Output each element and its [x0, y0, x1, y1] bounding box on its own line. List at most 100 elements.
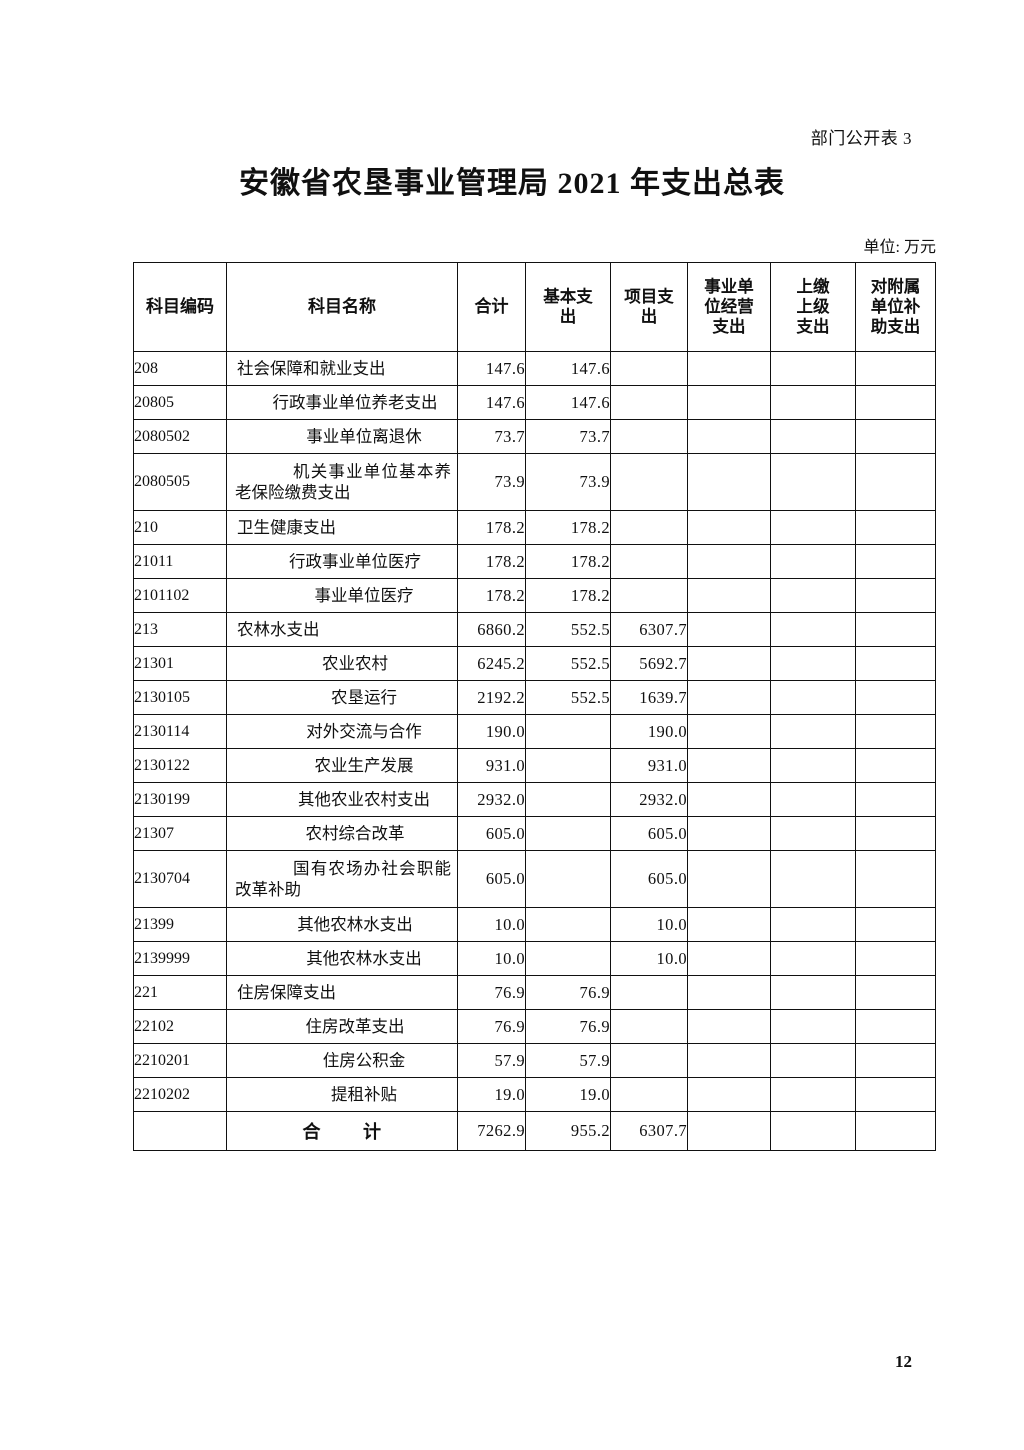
- cell-upper-level-expenditure: [770, 941, 856, 976]
- cell-operating-expenditure: [687, 578, 771, 613]
- cell-operating-expenditure: [687, 850, 771, 908]
- cell-basic-expenditure: 552.5: [525, 612, 611, 647]
- cell-upper-level-expenditure: [770, 453, 856, 511]
- cell-upper-level-expenditure: [770, 385, 856, 420]
- expenditure-table: 科目编码 科目名称 合计 基本支出 项目支出 事业单 位经营 支出 上缴 上级 支出 对…: [133, 262, 936, 1151]
- cell-subject-code: 2210202: [133, 1077, 227, 1112]
- cell-subject-code: 2139999: [133, 941, 227, 976]
- cell-subject-code: 2080505: [133, 453, 227, 511]
- cell-upper-level-expenditure: [770, 816, 856, 851]
- cell-operating-expenditure: [687, 419, 771, 454]
- cell-subject-name: 行政事业单位养老支出: [226, 385, 458, 420]
- column-header-code: 科目编码: [133, 262, 227, 352]
- cell-basic-expenditure: 73.9: [525, 453, 611, 511]
- cell-upper-level-expenditure: [770, 510, 856, 545]
- cell-upper-level-expenditure: [770, 714, 856, 749]
- cell-project-expenditure: 5692.7: [610, 646, 688, 681]
- cell-total: 2932.0: [457, 782, 526, 817]
- column-header-operating-text: 事业单 位经营 支出: [704, 276, 754, 337]
- cell-subsidiary-expenditure: [855, 680, 936, 715]
- cell-subject-code: 208: [133, 351, 227, 386]
- cell-upper-level-expenditure: [770, 351, 856, 386]
- cell-subsidiary-expenditure: [855, 612, 936, 647]
- cell-subject-name: 卫生健康支出: [226, 510, 458, 545]
- cell-subject-name: 机关事业单位基本养老保险缴费支出: [226, 453, 458, 511]
- cell-total: 147.6: [457, 351, 526, 386]
- cell-total: 931.0: [457, 748, 526, 783]
- cell-subsidiary-expenditure: [855, 544, 936, 579]
- cell-total: 2192.2: [457, 680, 526, 715]
- cell-operating-expenditure: [687, 544, 771, 579]
- cell-total: 73.7: [457, 419, 526, 454]
- cell-total: 76.9: [457, 1009, 526, 1044]
- table-header-row: 科目编码 科目名称 合计 基本支出 项目支出 事业单 位经营 支出 上缴 上级 支出 对…: [133, 262, 936, 352]
- table-row: 21307 农村综合改革 605.0 605.0: [133, 816, 936, 851]
- cell-subject-code: 213: [133, 612, 227, 647]
- cell-upper-level-expenditure: [770, 680, 856, 715]
- cell-project-expenditure: 10.0: [610, 907, 688, 942]
- cell-subsidiary-expenditure: [855, 646, 936, 681]
- cell-subject-name: 其他农业农村支出: [226, 782, 458, 817]
- cell-upper-level-expenditure: [770, 850, 856, 908]
- cell-subject-name: 住房改革支出: [226, 1009, 458, 1044]
- cell-operating-expenditure: [687, 941, 771, 976]
- cell-total: 605.0: [457, 816, 526, 851]
- cell-total: 6245.2: [457, 646, 526, 681]
- cell-subject-name: 其他农林水支出: [226, 907, 458, 942]
- cell-subject-code: [133, 1111, 227, 1151]
- table-row: 2210201 住房公积金 57.9 57.9: [133, 1043, 936, 1078]
- cell-total-label: 合计: [226, 1111, 458, 1151]
- cell-upper-level-expenditure: [770, 578, 856, 613]
- cell-basic-expenditure: [525, 816, 611, 851]
- cell-project-expenditure: [610, 510, 688, 545]
- cell-upper-level-expenditure: [770, 419, 856, 454]
- cell-project-expenditure: 931.0: [610, 748, 688, 783]
- cell-subject-name: 行政事业单位医疗: [226, 544, 458, 579]
- cell-basic-expenditure: 147.6: [525, 351, 611, 386]
- table-row: 213 农林水支出 6860.2 552.5 6307.7: [133, 612, 936, 647]
- cell-upper-level-expenditure: [770, 646, 856, 681]
- cell-upper-level-expenditure: [770, 748, 856, 783]
- cell-project-expenditure: [610, 578, 688, 613]
- cell-project-expenditure: 605.0: [610, 816, 688, 851]
- table-row: 21011 行政事业单位医疗 178.2 178.2: [133, 544, 936, 579]
- column-header-basic-text: 基本支出: [543, 286, 593, 326]
- cell-upper-level-expenditure: [770, 782, 856, 817]
- cell-subsidiary-expenditure: [855, 975, 936, 1010]
- cell-basic-expenditure: 19.0: [525, 1077, 611, 1112]
- cell-operating-expenditure: [687, 453, 771, 511]
- column-header-upper-level-text: 上缴 上级 支出: [796, 276, 830, 337]
- cell-project-expenditure: [610, 385, 688, 420]
- cell-subject-name: 住房公积金: [226, 1043, 458, 1078]
- cell-project-expenditure: 6307.7: [610, 1111, 688, 1151]
- cell-subject-code: 21399: [133, 907, 227, 942]
- cell-total: 73.9: [457, 453, 526, 511]
- cell-project-expenditure: [610, 1009, 688, 1044]
- cell-subject-name: 农垦运行: [226, 680, 458, 715]
- column-header-basic: 基本支出: [525, 262, 611, 352]
- column-header-subsidiary: 对附属 单位补 助支出: [855, 262, 936, 352]
- cell-total: 6860.2: [457, 612, 526, 647]
- cell-subject-code: 2080502: [133, 419, 227, 454]
- page-title: 安徽省农垦事业管理局 2021 年支出总表: [239, 167, 785, 200]
- cell-project-expenditure: 2932.0: [610, 782, 688, 817]
- sheet-label: 部门公开表 3: [810, 129, 912, 148]
- cell-project-expenditure: 605.0: [610, 850, 688, 908]
- cell-basic-expenditure: [525, 941, 611, 976]
- cell-operating-expenditure: [687, 385, 771, 420]
- table-row: 2210202 提租补贴 19.0 19.0: [133, 1077, 936, 1112]
- cell-basic-expenditure: 73.7: [525, 419, 611, 454]
- table-row: 210 卫生健康支出 178.2 178.2: [133, 510, 936, 545]
- cell-subsidiary-expenditure: [855, 714, 936, 749]
- cell-subsidiary-expenditure: [855, 578, 936, 613]
- cell-subject-name: 农业生产发展: [226, 748, 458, 783]
- cell-basic-expenditure: 552.5: [525, 680, 611, 715]
- cell-project-expenditure: [610, 351, 688, 386]
- cell-subject-name: 提租补贴: [226, 1077, 458, 1112]
- cell-total: 178.2: [457, 544, 526, 579]
- table-row: 2130105 农垦运行 2192.2 552.5 1639.7: [133, 680, 936, 715]
- cell-project-expenditure: 6307.7: [610, 612, 688, 647]
- cell-basic-expenditure: [525, 907, 611, 942]
- cell-operating-expenditure: [687, 714, 771, 749]
- cell-total: 147.6: [457, 385, 526, 420]
